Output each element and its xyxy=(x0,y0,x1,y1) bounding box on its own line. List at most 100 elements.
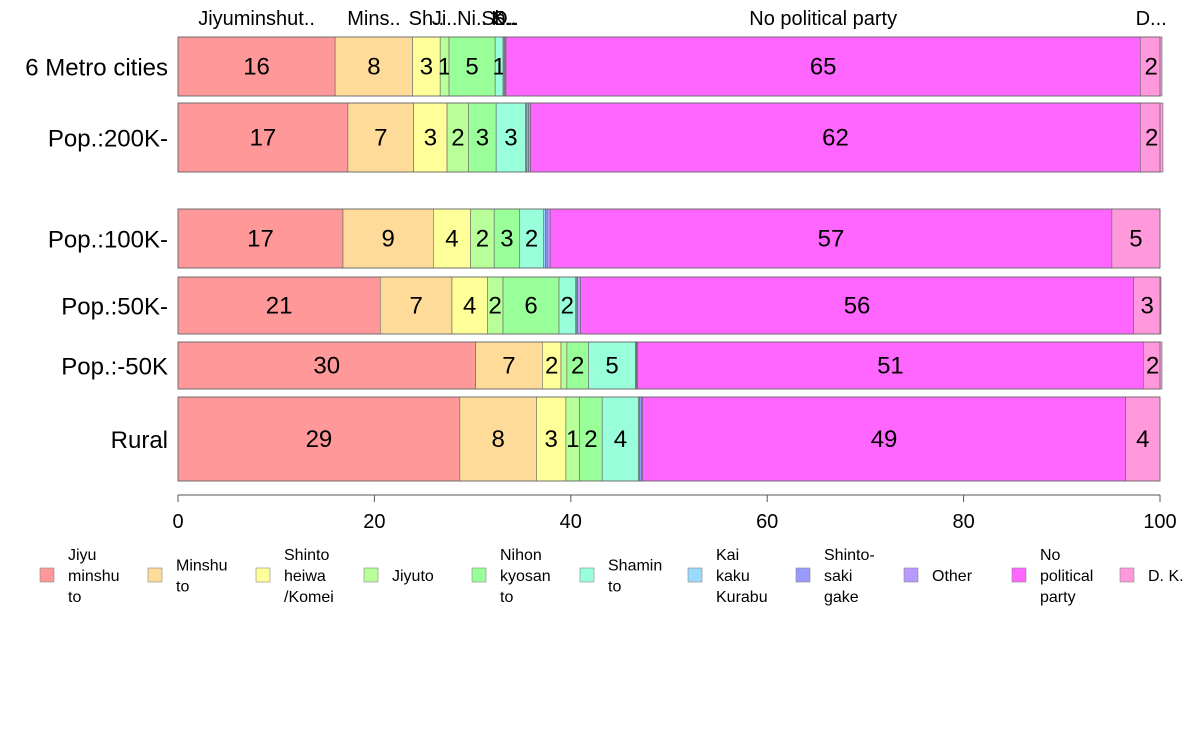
legend-swatch xyxy=(1119,567,1135,583)
bar-segment xyxy=(1133,276,1162,335)
data-label: 3 xyxy=(504,125,517,152)
data-label: 2 xyxy=(451,125,464,152)
data-label: 6 xyxy=(524,293,537,320)
data-label: 2 xyxy=(1146,353,1159,380)
legend-label: to xyxy=(176,579,189,596)
bar-segment xyxy=(577,276,581,335)
bar-row: 21 7 4 2 6 2 56 3 xyxy=(177,276,1162,335)
data-label: 16 xyxy=(243,54,270,81)
legend-label: Jiyuto xyxy=(392,568,434,585)
bars-area: 16 8 3 1 5 1 65 217 7 3 2 3 3 62 217 9 4 2 3 2 57 521 7 4 2 6 2 56 3… xyxy=(177,36,1164,482)
data-label: 5 xyxy=(465,54,478,81)
legend-label: to xyxy=(500,589,513,606)
legend-swatch xyxy=(579,567,595,583)
y-axis-labels: 6 Metro cities Pop.:200K- Pop.:100K- Pop.:5… xyxy=(25,55,168,455)
data-label: 57 xyxy=(818,226,845,253)
data-label: 4 xyxy=(445,226,458,253)
data-label: 1 xyxy=(566,426,579,453)
data-label: 2 xyxy=(489,293,502,320)
data-label: 65 xyxy=(810,54,837,81)
top-series-label: D... xyxy=(1136,8,1167,30)
data-label: 62 xyxy=(822,125,849,152)
bar-row: 17 7 3 2 3 3 62 2 xyxy=(177,102,1164,173)
data-label: 2 xyxy=(584,426,597,453)
x-tick-label: 60 xyxy=(756,511,778,533)
legend-label: /Komei xyxy=(284,589,334,606)
data-label: 2 xyxy=(571,353,584,380)
bar-segment xyxy=(342,208,434,269)
x-tick-label: 100 xyxy=(1143,511,1176,533)
legend-label: D. K. xyxy=(1148,568,1184,585)
legend-label: political xyxy=(1040,568,1093,585)
data-label: 49 xyxy=(871,426,898,453)
legend-label: to xyxy=(608,579,621,596)
legend-swatch xyxy=(795,567,811,583)
legend-label: kyosan xyxy=(500,568,551,585)
data-label: 3 xyxy=(424,125,437,152)
data-label: 4 xyxy=(614,426,627,453)
bar-segment xyxy=(560,341,568,390)
top-series-label: Ni.. xyxy=(457,8,487,30)
legend-label: Kai xyxy=(716,547,739,564)
data-label: 7 xyxy=(409,293,422,320)
bar-segment xyxy=(642,396,1126,482)
bar-outline xyxy=(177,208,1161,269)
legend-swatch xyxy=(255,567,271,583)
data-label: 21 xyxy=(266,293,293,320)
bar-outline xyxy=(177,276,1161,335)
legend-swatch xyxy=(1011,567,1027,583)
legend-label: Shinto xyxy=(284,547,329,564)
data-label: 51 xyxy=(877,353,904,380)
data-label: 3 xyxy=(476,125,489,152)
category-label: 6 Metro cities xyxy=(25,55,168,82)
legend-label: Shamin xyxy=(608,558,662,575)
category-label: Pop.:-50K xyxy=(61,354,168,381)
legend-swatch xyxy=(687,567,703,583)
legend-swatch xyxy=(39,567,55,583)
legend-label: Kurabu xyxy=(716,589,768,606)
data-label: 1 xyxy=(492,54,505,81)
bar-segment xyxy=(549,208,1113,269)
data-label: 2 xyxy=(476,226,489,253)
data-label: 7 xyxy=(502,353,515,380)
bar-segment xyxy=(546,208,551,269)
legend-label: Nihon xyxy=(500,547,542,564)
legend-item: Jiyu minshu to xyxy=(39,547,120,606)
legend-label: gake xyxy=(824,589,859,606)
category-label: Pop.:50K- xyxy=(61,294,168,321)
bar-segment xyxy=(413,102,448,173)
legend-item: Shinto-saki gake xyxy=(795,547,875,606)
data-label: 17 xyxy=(250,125,277,152)
bar-segment xyxy=(347,102,414,173)
bar-segment xyxy=(475,341,543,390)
legend-label: saki xyxy=(824,568,852,585)
legend-item: Shamin to xyxy=(579,558,662,596)
data-label: 3 xyxy=(1141,293,1154,320)
x-tick-label: 0 xyxy=(172,511,183,533)
legend-label: No xyxy=(1040,547,1061,564)
bar-segment xyxy=(459,396,537,482)
data-label: 56 xyxy=(844,293,871,320)
data-label: 5 xyxy=(1129,226,1142,253)
data-label: 7 xyxy=(374,125,387,152)
bar-row: 30 7 2 2 5 51 2 xyxy=(177,341,1163,390)
legend-item: Kai kaku Kurabu xyxy=(687,547,768,606)
legend-swatch xyxy=(471,567,487,583)
category-label: Pop.:100K- xyxy=(48,227,168,254)
data-label: 17 xyxy=(247,226,274,253)
bar-segment xyxy=(530,102,1141,173)
x-tick-label: 80 xyxy=(952,511,974,533)
top-series-label: Sh.. xyxy=(481,8,517,30)
legend-swatch xyxy=(363,567,379,583)
top-series-label: No political party xyxy=(749,8,897,30)
bar-segment xyxy=(334,36,413,97)
legend-item: Shinto heiwa/Komei xyxy=(255,547,334,606)
data-label: 2 xyxy=(525,226,538,253)
top-series-label: Ji.. xyxy=(432,8,458,30)
bar-segment xyxy=(580,276,1134,335)
category-label: Pop.:200K- xyxy=(48,126,168,153)
data-label: 3 xyxy=(500,226,513,253)
legend-label: heiwa xyxy=(284,568,326,585)
bar-segment xyxy=(536,396,567,482)
x-tick-label: 40 xyxy=(560,511,582,533)
